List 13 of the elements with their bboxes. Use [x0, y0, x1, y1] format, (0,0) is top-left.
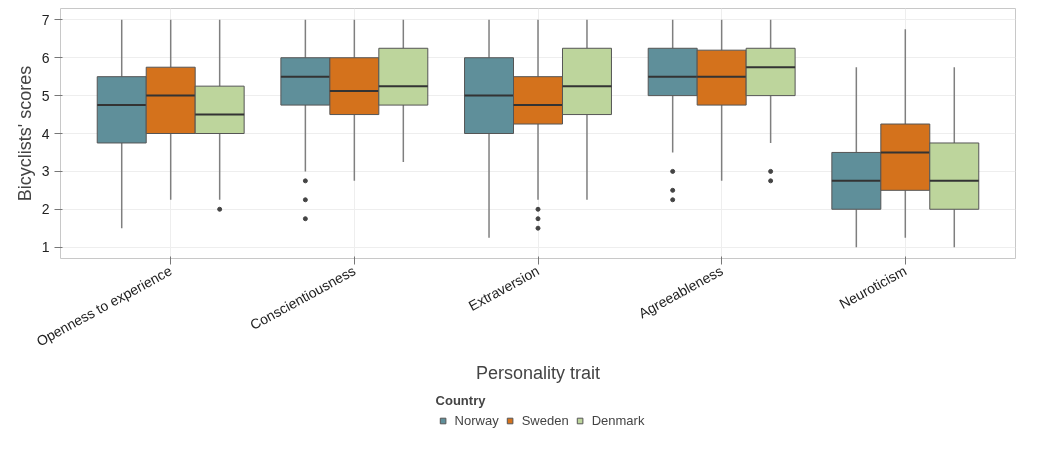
y-tick-label: 3 — [41, 163, 50, 180]
legend-title: Country — [435, 392, 487, 408]
y-tick-label: 2 — [41, 201, 50, 218]
y-axis-title: Bicyclists' scores — [14, 65, 35, 202]
y-tick-label: 1 — [41, 239, 50, 256]
y-tick-label: 7 — [41, 11, 50, 28]
y-tick-label: 5 — [41, 87, 50, 104]
y-tick-label: 6 — [41, 49, 50, 66]
x-axis-title: Personality trait — [475, 363, 601, 384]
legend-label: Denmark — [591, 412, 645, 428]
legend-label: Sweden — [521, 412, 569, 428]
y-tick-label: 4 — [41, 125, 50, 142]
legend-label: Norway — [454, 412, 499, 428]
